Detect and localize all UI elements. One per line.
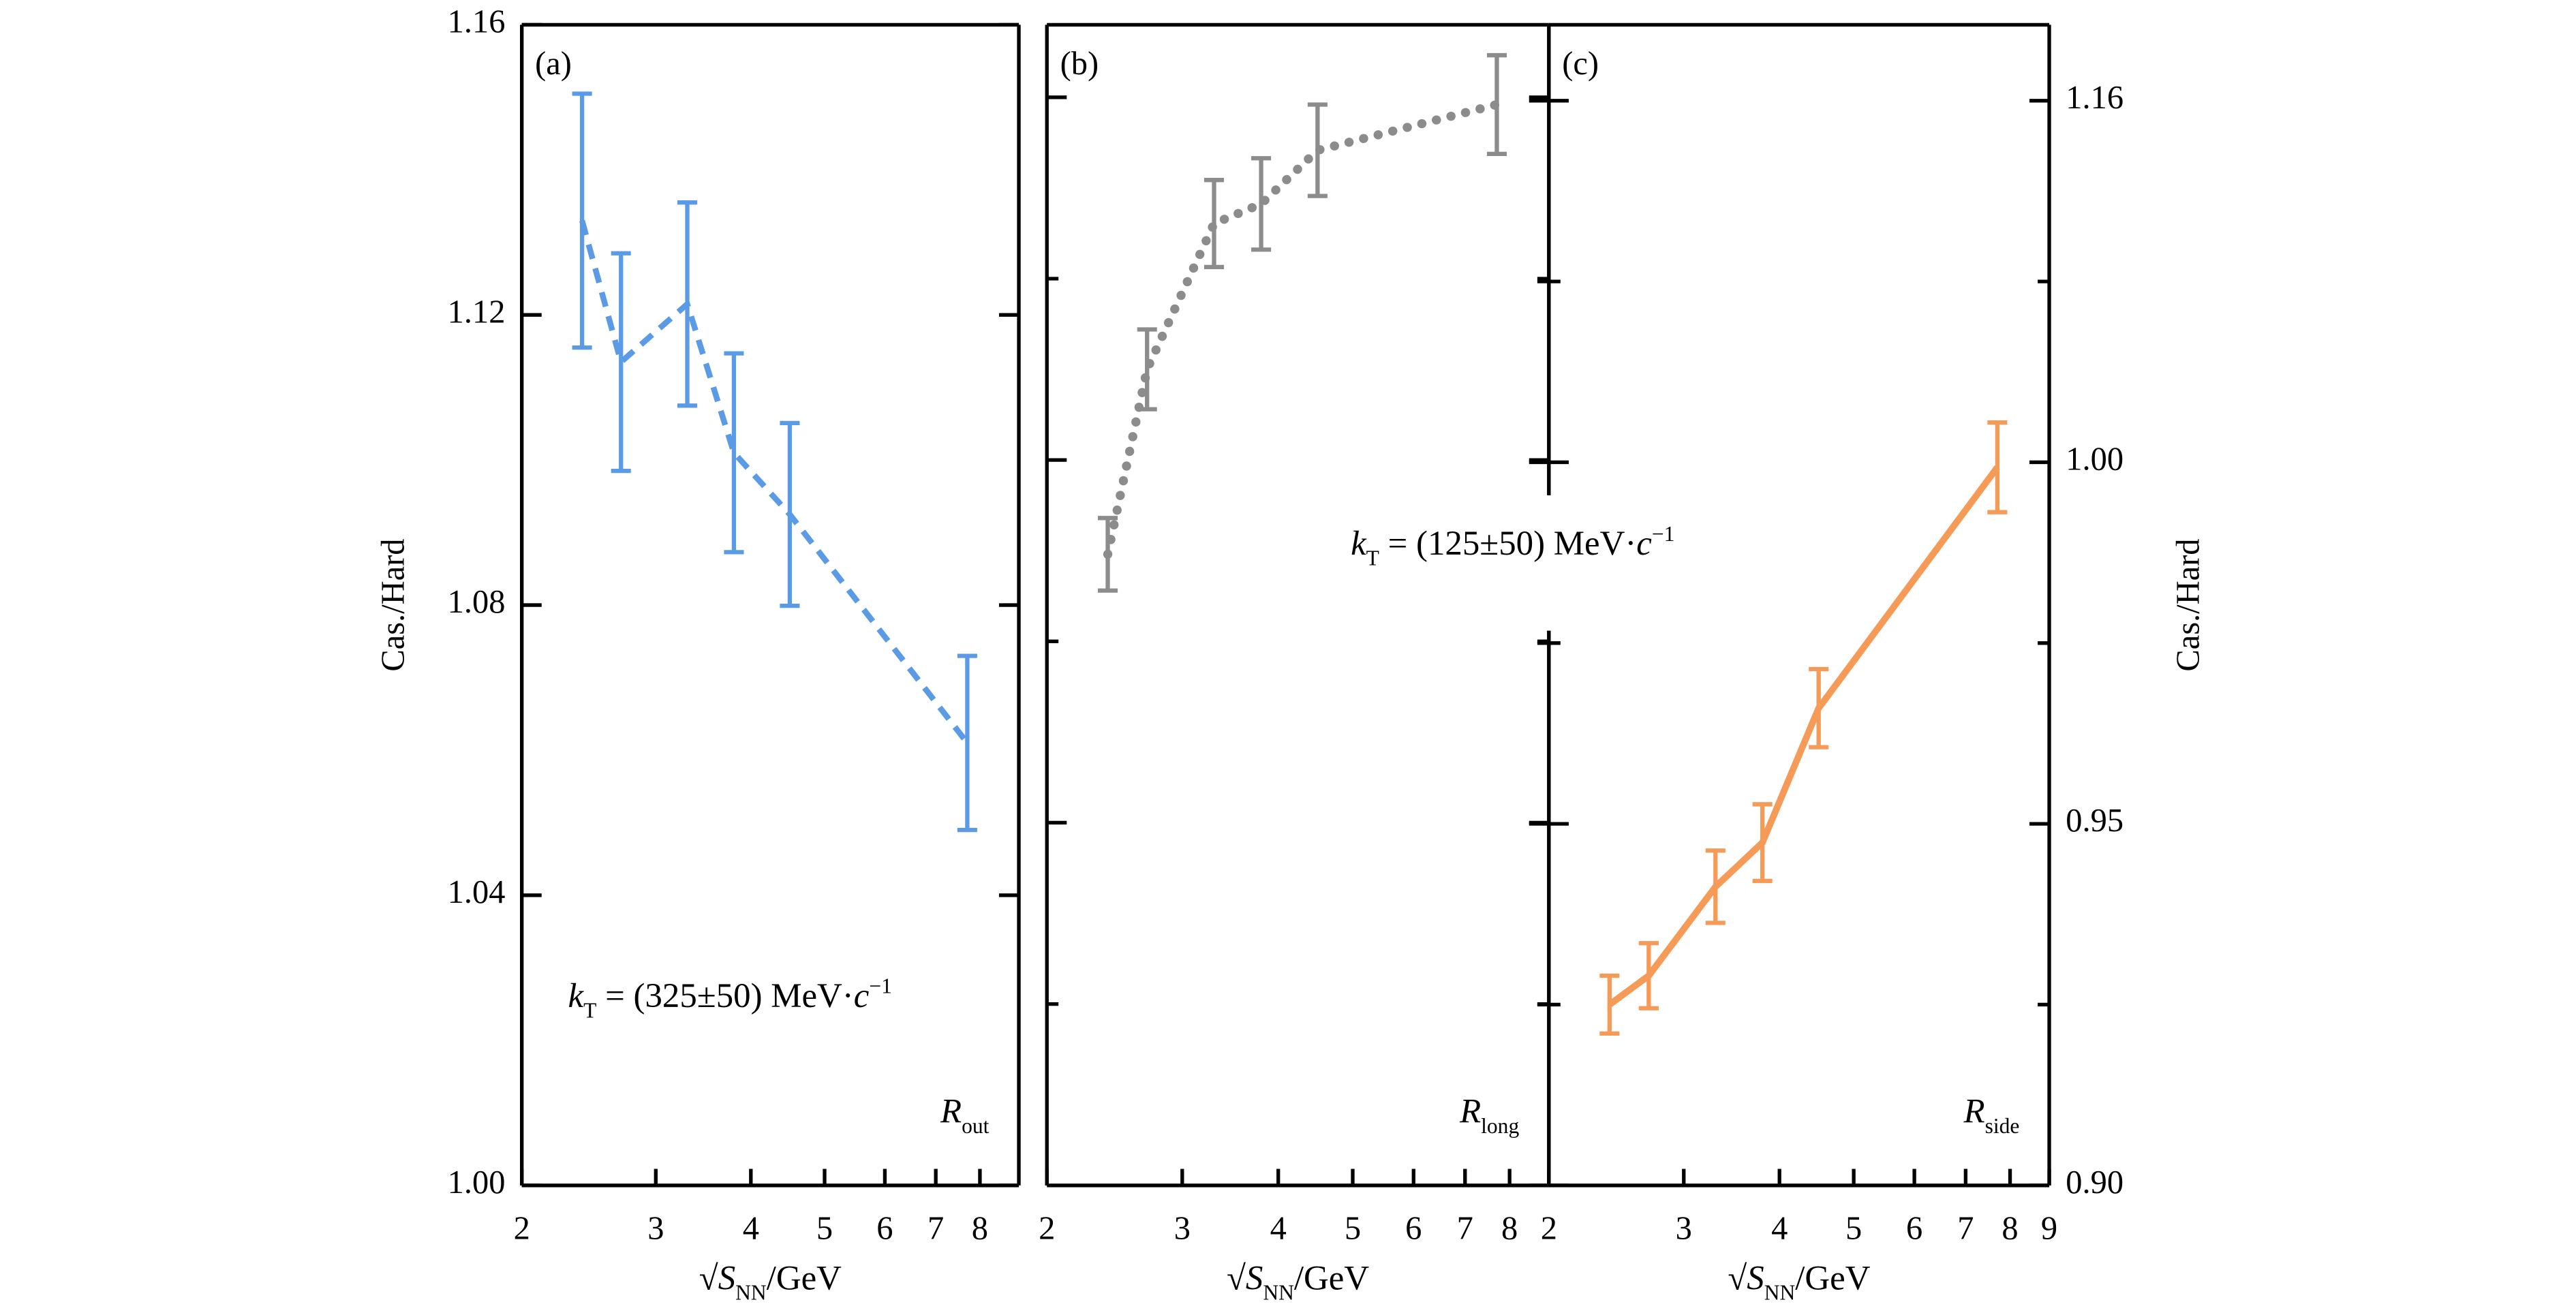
x-tick-label: 9 — [2041, 1211, 2057, 1247]
y-tick-label: 1.16 — [448, 3, 506, 40]
x-tick-label: 6 — [1405, 1211, 1422, 1247]
panel-label: (a) — [535, 46, 572, 82]
x-tick-label: 7 — [1457, 1211, 1473, 1247]
text-part: = (125±50) MeV· — [1379, 525, 1636, 563]
text-part: c — [854, 977, 870, 1015]
text-part: long — [1481, 1114, 1519, 1138]
series-label: Rlong — [1459, 1093, 1519, 1138]
text-part: /GeV — [1795, 1259, 1870, 1297]
y-tick-label: 1.16 — [2066, 80, 2123, 116]
text-part: −1 — [1652, 522, 1675, 546]
y-tick-label: 1.00 — [2066, 442, 2123, 478]
text-part: √ — [699, 1259, 718, 1297]
x-tick-label: 7 — [1957, 1211, 1974, 1247]
x-tick-label: 2 — [1541, 1211, 1557, 1247]
text-part: −1 — [869, 974, 892, 998]
y-axis-label: Cas./Hard — [375, 539, 412, 672]
text-part: /GeV — [1294, 1259, 1369, 1297]
text-part: R — [1963, 1093, 1985, 1131]
text-part: R — [1459, 1093, 1481, 1131]
x-tick-label: 8 — [972, 1211, 988, 1247]
x-tick-label: 3 — [1174, 1211, 1191, 1247]
x-tick-label: 8 — [1501, 1211, 1518, 1247]
text-part: S — [718, 1259, 735, 1297]
panel-label: (b) — [1060, 46, 1099, 82]
y-tick-label: 0.90 — [2066, 1164, 2123, 1201]
text-part: NN — [735, 1281, 767, 1305]
x-tick-label: 8 — [2002, 1211, 2018, 1247]
text-part: k — [568, 977, 585, 1015]
annotation: kT = (125±50) MeV·c−1 — [1351, 522, 1674, 570]
x-tick-label: 5 — [1345, 1211, 1361, 1247]
x-tick-label: 6 — [1906, 1211, 1922, 1247]
x-axis-label: √SNN/GeV — [1728, 1259, 1870, 1304]
x-tick-label: 4 — [1771, 1211, 1788, 1247]
y-axis-label: Cas./Hard — [2171, 539, 2207, 672]
text-part: √ — [1728, 1259, 1747, 1297]
panel-label: (c) — [1562, 46, 1599, 82]
x-tick-label: 3 — [647, 1211, 664, 1247]
x-tick-label: 3 — [1676, 1211, 1692, 1247]
x-tick-label: 4 — [1270, 1211, 1287, 1247]
text-part: NN — [1263, 1281, 1294, 1305]
text-part: out — [962, 1114, 990, 1138]
text-part: R — [940, 1093, 962, 1131]
x-tick-label: 7 — [927, 1211, 944, 1247]
text-part: k — [1351, 525, 1367, 563]
x-tick-label: 6 — [876, 1211, 893, 1247]
text-part: = (325±50) MeV· — [596, 977, 853, 1015]
text-part: NN — [1764, 1281, 1796, 1305]
y-tick-label: 0.95 — [2066, 803, 2123, 839]
text-part: T — [1366, 546, 1379, 570]
annotation: kT = (325±50) MeV·c−1 — [568, 974, 892, 1023]
series-label: Rout — [940, 1093, 990, 1138]
text-part: c — [1636, 525, 1652, 563]
text-part: S — [1747, 1259, 1764, 1297]
text-part: √ — [1227, 1259, 1246, 1297]
x-tick-label: 2 — [1039, 1211, 1055, 1247]
series-line — [1103, 99, 1502, 559]
text-part: side — [1985, 1114, 2020, 1138]
y-tick-label: 1.12 — [448, 294, 506, 330]
x-tick-label: 2 — [514, 1211, 530, 1247]
text-part: S — [1246, 1259, 1263, 1297]
series-line — [579, 219, 970, 745]
y-tick-label: 1.08 — [448, 584, 506, 620]
annotation-backing — [1535, 495, 1563, 631]
y-tick-label: 1.04 — [448, 874, 506, 910]
x-axis-label: √SNN/GeV — [699, 1259, 842, 1304]
x-axis-label: √SNN/GeV — [1227, 1259, 1369, 1304]
x-tick-label: 4 — [743, 1211, 759, 1247]
x-tick-label: 5 — [1845, 1211, 1862, 1247]
series-line — [1607, 465, 2000, 1008]
x-tick-label: 5 — [816, 1211, 833, 1247]
series-label: Rside — [1963, 1093, 2020, 1138]
text-part: /GeV — [767, 1259, 842, 1297]
text-part: T — [583, 998, 596, 1022]
y-tick-label: 1.00 — [448, 1164, 506, 1201]
